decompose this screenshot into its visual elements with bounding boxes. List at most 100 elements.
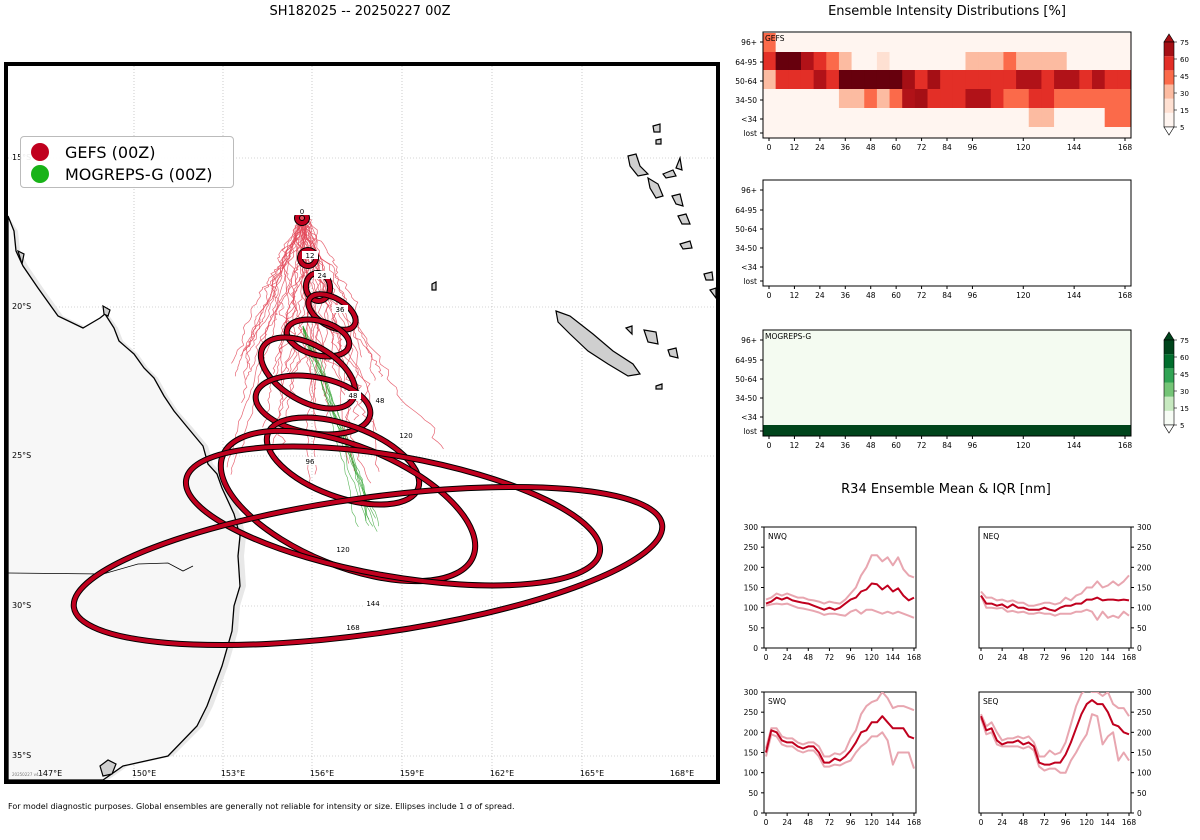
heatmap-cell bbox=[788, 70, 802, 89]
heatmap-cell bbox=[1003, 70, 1017, 89]
intensity-panel: 96+ 64-95 50-64 34-50 <34 lost 0 12 24 36 48 60 72 84… bbox=[735, 329, 1189, 450]
iqr-lower-line bbox=[765, 602, 915, 619]
colorbar-tick-label: 60 bbox=[1180, 354, 1189, 362]
y-tick-label: 64-95 bbox=[735, 356, 757, 365]
heatmap-cell bbox=[1016, 89, 1030, 108]
y-tick-label: 50 bbox=[748, 789, 758, 798]
quadrant-label: SWQ bbox=[768, 697, 786, 706]
heatmap-cell bbox=[1054, 33, 1068, 52]
x-tick-label: 96 bbox=[968, 441, 978, 450]
mogreps-dot-icon bbox=[31, 165, 49, 183]
ellipse-hour-text: 48 bbox=[349, 392, 358, 400]
map-canvas: 0 12 24 36 48 48 96 120 120 144 168 147°E 150°E 153°… bbox=[8, 66, 716, 780]
heatmap-cell bbox=[826, 52, 840, 70]
heatmap-cell bbox=[940, 108, 954, 127]
ellipse-label-bg bbox=[314, 271, 330, 279]
colorbar-segment bbox=[1164, 382, 1174, 397]
heatmap-cells bbox=[763, 330, 1131, 436]
heatmap-cell bbox=[978, 52, 992, 70]
heatmap-cell bbox=[965, 127, 979, 138]
heatmap-cell bbox=[990, 89, 1004, 108]
heatmap-cell bbox=[902, 52, 916, 70]
heatmap-cell bbox=[990, 33, 1004, 52]
y-tick-label: 100 bbox=[744, 769, 759, 778]
x-tick-label: 96 bbox=[1061, 653, 1071, 662]
x-tick-label: 0 bbox=[979, 818, 984, 827]
heatmap-cell bbox=[1041, 127, 1055, 138]
heatmap-cell bbox=[864, 33, 878, 52]
heatmap-cell bbox=[838, 89, 853, 108]
y-tick-label: 250 bbox=[1137, 708, 1152, 717]
heatmap-cell bbox=[889, 70, 903, 89]
heatmap-cell bbox=[1003, 52, 1017, 70]
y-tick-label: 0 bbox=[753, 644, 758, 653]
lon-tick-label: 159°E bbox=[400, 769, 424, 778]
legend-item-gefs: GEFS (00Z) bbox=[31, 141, 155, 163]
heatmap-cell bbox=[763, 70, 777, 89]
heatmap-cell bbox=[775, 70, 789, 89]
x-tick-label: 84 bbox=[942, 291, 952, 300]
heatmap-cell bbox=[813, 33, 827, 52]
heatmap-cell bbox=[876, 33, 891, 52]
quadrant-label: NWQ bbox=[768, 532, 787, 541]
y-tick-label: 34-50 bbox=[735, 96, 757, 105]
gefs-member-track bbox=[234, 215, 304, 377]
heatmap-cell bbox=[1041, 52, 1055, 70]
panel-frame bbox=[763, 526, 917, 649]
ellipse-hour-text: 144 bbox=[366, 600, 380, 608]
gefs-dot-icon bbox=[31, 143, 49, 161]
ellipse-hour-text: 48 bbox=[376, 397, 385, 405]
x-tick-label: 96 bbox=[846, 818, 856, 827]
x-tick-label: 24 bbox=[997, 818, 1007, 827]
r34-panel-swq: SWQ 0 50 100 150 200 250 300 0 24 48 72 96 120 144 168 bbox=[744, 688, 922, 827]
heatmap-cell bbox=[788, 127, 802, 138]
y-tick-label: <34 bbox=[741, 263, 757, 272]
footnote: For model diagnostic purposes. Global en… bbox=[8, 802, 515, 811]
panel-label: GEFS bbox=[765, 34, 785, 43]
y-tick-label: 150 bbox=[1137, 584, 1152, 593]
heatmap-cell bbox=[978, 127, 992, 138]
y-tick-label: 200 bbox=[1137, 728, 1152, 737]
heatmap-cell bbox=[1003, 33, 1017, 52]
heatmap-cell bbox=[864, 89, 878, 108]
y-tick-label: 150 bbox=[1137, 749, 1152, 758]
x-tick-label: 0 bbox=[764, 818, 769, 827]
y-tick-label: 96+ bbox=[741, 336, 757, 345]
lat-tick-label: 35°S bbox=[12, 751, 31, 760]
heatmap-cell bbox=[775, 127, 789, 138]
heatmap-cell bbox=[952, 127, 966, 138]
gefs-member-track bbox=[272, 215, 302, 374]
heatmap-cell bbox=[1016, 127, 1030, 138]
heatmap-cell bbox=[902, 108, 916, 127]
colorbar-top-arrow bbox=[1163, 331, 1175, 341]
heatmap-cell bbox=[838, 108, 853, 127]
y-tick-label: <34 bbox=[741, 115, 757, 124]
heatmap-cell bbox=[876, 52, 891, 70]
x-tick-label: 48 bbox=[866, 291, 876, 300]
colorbar-segment bbox=[1164, 396, 1174, 411]
colorbar-segment bbox=[1164, 84, 1174, 99]
y-tick-label: lost bbox=[743, 277, 757, 286]
x-tick-label: 168 bbox=[907, 818, 922, 827]
x-tick-label: 72 bbox=[1040, 818, 1050, 827]
ellipse-hour-label: 24 bbox=[314, 271, 330, 280]
heatmap-cell bbox=[1092, 33, 1106, 52]
heatmap-cell bbox=[1079, 127, 1093, 138]
ellipse-hour-text: 12 bbox=[306, 252, 315, 260]
x-tick-label: 96 bbox=[968, 291, 978, 300]
heatmap-cell bbox=[876, 70, 891, 89]
heatmap-cell bbox=[914, 52, 929, 70]
x-tick-label: 36 bbox=[841, 143, 851, 152]
x-tick-label: 48 bbox=[866, 441, 876, 450]
x-tick-label: 48 bbox=[1019, 653, 1029, 662]
heatmap-cell bbox=[788, 52, 802, 70]
panel-frame bbox=[978, 691, 1132, 814]
colorbar-tick-label: 45 bbox=[1180, 73, 1189, 81]
heatmap-cell bbox=[838, 70, 853, 89]
x-tick-label: 120 bbox=[1016, 441, 1031, 450]
quadrant-label: NEQ bbox=[983, 532, 999, 541]
heatmap-cell bbox=[940, 33, 954, 52]
lon-tick-label: 156°E bbox=[310, 769, 334, 778]
heatmap-cell bbox=[952, 89, 966, 108]
